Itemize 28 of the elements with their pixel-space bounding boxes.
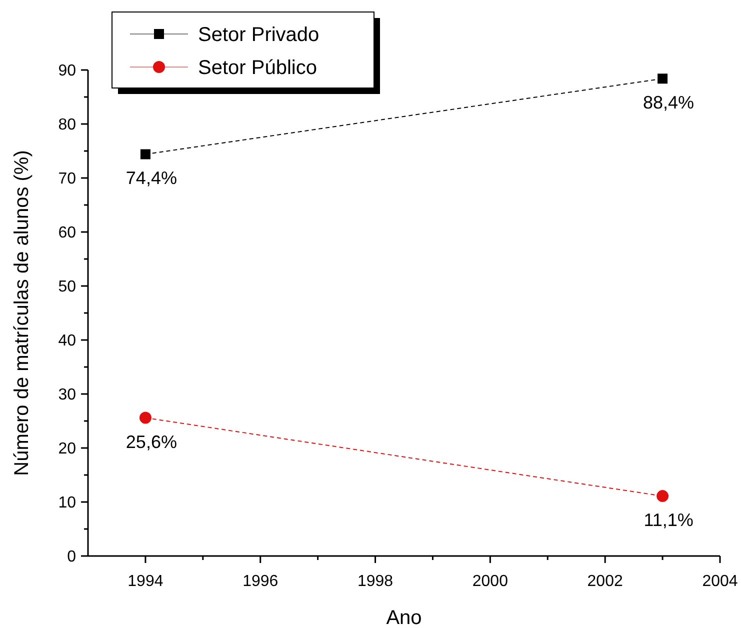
point: [140, 149, 150, 160]
x-tick-label: 1996: [242, 573, 278, 590]
x-tick-label: 1998: [357, 573, 394, 590]
x-tick-label: 2000: [472, 573, 508, 590]
data-label: 88,4%: [643, 92, 694, 113]
x-tick-label: 2004: [702, 573, 738, 590]
point: [139, 412, 152, 424]
legend-label: Setor Público: [198, 57, 317, 79]
legend-label: Setor Privado: [198, 24, 320, 46]
point: [658, 74, 668, 84]
y-tick-label: 20: [58, 440, 76, 458]
y-tick-label: 40: [58, 332, 76, 350]
point: [656, 490, 669, 502]
y-tick-label: 90: [58, 62, 76, 80]
y-tick-label: 60: [58, 224, 76, 242]
x-tick-label: 2002: [587, 573, 623, 590]
data-label: 11,1%: [644, 510, 694, 530]
data-label: 25,6%: [126, 432, 177, 452]
y-tick-label: 70: [58, 170, 76, 188]
y-tick-label: 0: [67, 548, 76, 566]
x-tick-label: 1994: [128, 573, 164, 590]
data-label: 74,4%: [126, 168, 177, 188]
y-tick-label: 50: [58, 278, 76, 296]
x-axis-title: Ano: [386, 607, 422, 628]
y-tick-label: 80: [58, 116, 76, 134]
y-tick-label: 10: [58, 494, 76, 512]
y-tick-label: 30: [58, 386, 76, 404]
y-axis-title: Número de matrículas de alunos (%): [11, 150, 33, 476]
